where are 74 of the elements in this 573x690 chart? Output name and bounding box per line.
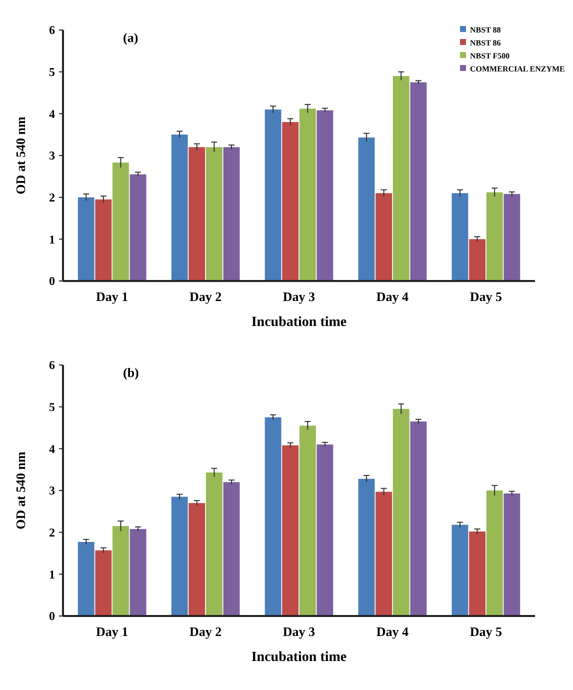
bar — [206, 472, 222, 616]
y-axis-title: OD at 540 nm — [13, 452, 28, 530]
chart-title: (b) — [123, 365, 139, 380]
y-tick-label: 2 — [49, 190, 55, 205]
bar — [223, 147, 240, 281]
x-tick-label: Day 2 — [189, 624, 222, 639]
bar — [358, 138, 375, 281]
bar — [486, 490, 503, 616]
bar — [264, 417, 282, 616]
x-tick-label: Day 3 — [282, 289, 316, 304]
bar — [264, 109, 282, 281]
y-tick-label: 0 — [49, 274, 55, 288]
bar — [206, 147, 222, 281]
y-tick-label: 5 — [49, 400, 55, 414]
bar — [282, 122, 299, 281]
bar — [95, 199, 112, 281]
x-tick-label: Day 5 — [470, 624, 502, 639]
y-tick-label: 6 — [49, 358, 55, 372]
y-tick-label: 5 — [49, 65, 55, 80]
bar — [171, 496, 188, 616]
x-tick-label: Day 5 — [470, 289, 502, 304]
x-tick-label: Day 4 — [376, 289, 410, 304]
y-tick-label: 1 — [49, 567, 55, 582]
y-tick-label: 4 — [49, 442, 55, 456]
y-tick-label: 1 — [49, 232, 55, 246]
bar — [130, 174, 146, 281]
bar — [376, 193, 392, 281]
bar — [112, 526, 129, 616]
x-tick-label: Day 3 — [282, 624, 316, 639]
bar — [316, 444, 334, 616]
bar — [358, 478, 375, 616]
y-tick-label: 3 — [49, 484, 55, 498]
bar — [392, 76, 410, 281]
chart-title: (a) — [123, 30, 138, 45]
x-axis-title: Incubation time — [251, 315, 347, 330]
bar — [452, 193, 468, 281]
x-tick-label: Day 4 — [376, 624, 410, 639]
bar — [410, 82, 427, 281]
legend-label: NBST 88 — [470, 25, 501, 34]
x-tick-label: Day 2 — [189, 289, 222, 304]
y-axis-title: OD at 540 nm — [13, 116, 28, 194]
legend-label: NBST 86 — [470, 38, 501, 48]
bar — [299, 426, 316, 616]
y-tick-label: 6 — [49, 23, 55, 38]
bar — [299, 108, 316, 281]
bar — [452, 524, 468, 616]
bar — [504, 493, 520, 616]
bar — [392, 408, 410, 616]
bar — [469, 239, 486, 281]
bar — [188, 147, 206, 281]
x-tick-label: Day 1 — [96, 289, 128, 304]
x-tick-label: Day 1 — [96, 624, 128, 639]
bar — [78, 197, 94, 281]
bar — [95, 550, 112, 616]
y-tick-label: 0 — [49, 609, 55, 624]
bar — [376, 492, 392, 616]
bar — [188, 503, 206, 616]
bar — [223, 482, 240, 616]
y-tick-label: 3 — [49, 148, 55, 163]
y-tick-label: 4 — [49, 106, 55, 121]
x-axis-title: Incubation time — [251, 650, 347, 665]
bar — [112, 162, 129, 281]
bar — [469, 531, 486, 616]
bar — [78, 542, 94, 616]
bar — [316, 110, 334, 281]
bar — [486, 192, 503, 281]
y-tick-label: 2 — [49, 526, 55, 540]
legend-label: COMMERCIAL ENZYME — [470, 64, 565, 74]
bar — [130, 528, 146, 616]
bar — [504, 194, 520, 281]
bar — [282, 445, 299, 616]
bar — [171, 134, 188, 281]
bar — [410, 421, 427, 616]
legend-label: NBST F500 — [470, 51, 510, 60]
